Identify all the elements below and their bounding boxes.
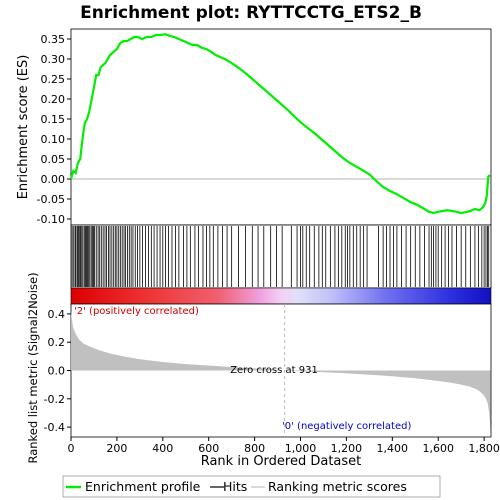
x-axis-title: Rank in Ordered Dataset (201, 454, 362, 469)
es-y-tick-label: 0.35 (41, 33, 66, 46)
es-y-tick-label: 0.05 (41, 153, 66, 166)
hit-marks (71, 226, 490, 287)
rank-gradient-bar (70, 287, 492, 305)
x-tick-label: 200 (106, 442, 127, 455)
es-panel-frame (70, 28, 492, 226)
ranking-metric-area (71, 311, 491, 430)
es-y-tick-label: 0.25 (41, 73, 66, 86)
x-tick-label: 800 (244, 442, 265, 455)
metric-y-tick-label: -0.4 (44, 421, 65, 434)
es-y-tick-label: 0.20 (41, 93, 66, 106)
legend-label-enrichment: Enrichment profile (85, 479, 201, 494)
es-y-tick-label: -0.10 (37, 213, 65, 226)
x-axis: 0 200 400 600 800 1,000 1,200 1,400 1,600 1,800 (68, 437, 500, 455)
es-panel: -0.10 -0.05 0.00 0.05 0.10 0.15 0.20 0.25 0.30 0.… (16, 28, 492, 226)
legend-label-metric: Ranking metric scores (268, 479, 407, 494)
x-tick-label: 400 (152, 442, 173, 455)
es-y-axis: -0.10 -0.05 0.00 0.05 0.10 0.15 0.20 0.25 0.30 0.… (37, 33, 71, 226)
metric-y-tick-label: 0.4 (48, 308, 66, 321)
chart-title: Enrichment plot: RYTTCCTG_ETS2_B (80, 3, 422, 23)
legend: Enrichment profile Hits Ranking metric s… (62, 475, 441, 498)
x-tick-label: 1,200 (331, 442, 363, 455)
es-y-tick-label: -0.05 (37, 193, 65, 206)
metric-y-axis-title: Ranked list metric (Signal2Noise) (26, 272, 40, 463)
metric-y-tick-label: 0.2 (48, 336, 66, 349)
x-tick-label: 1,400 (377, 442, 409, 455)
metric-y-axis: -0.4 -0.2 0.0 0.2 0.4 (44, 308, 71, 434)
x-tick-label: 1,000 (285, 442, 317, 455)
negative-label: '0' (negatively correlated) (282, 421, 411, 432)
rank-color-bar (71, 288, 491, 304)
x-tick-label: 1,800 (468, 442, 500, 455)
x-tick-label: 600 (198, 442, 219, 455)
es-y-tick-label: 0.30 (41, 53, 66, 66)
es-y-tick-label: 0.10 (41, 133, 66, 146)
es-y-axis-title: Enrichment score (ES) (16, 55, 31, 200)
x-tick-label: 0 (68, 442, 75, 455)
es-y-tick-label: 0.15 (41, 113, 66, 126)
hits-panel-frame (70, 224, 492, 289)
es-y-tick-label: 0.00 (41, 173, 66, 186)
metric-y-tick-label: -0.2 (44, 393, 65, 406)
positive-label: '2' (positively correlated) (74, 306, 199, 317)
metric-panel: Zero cross at 931 '2' (positively correl… (26, 272, 500, 469)
zero-cross-label: Zero cross at 931 (230, 365, 318, 376)
x-tick-label: 1,600 (422, 442, 454, 455)
metric-y-tick-label: 0.0 (48, 365, 66, 378)
enrichment-profile-line (69, 33, 491, 215)
hits-panel (70, 224, 492, 289)
legend-label-hits: Hits (223, 479, 247, 494)
